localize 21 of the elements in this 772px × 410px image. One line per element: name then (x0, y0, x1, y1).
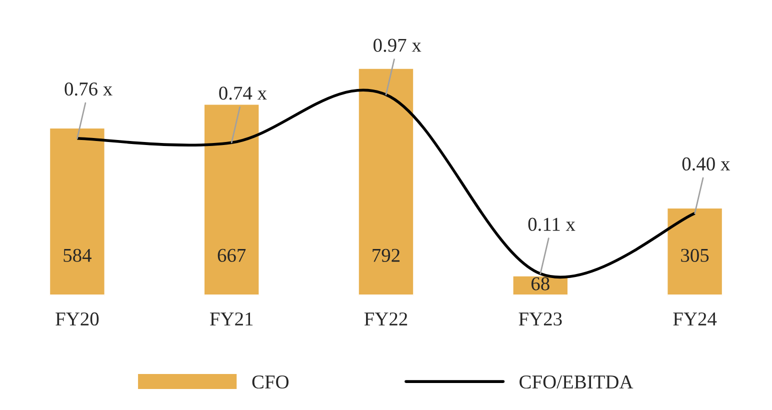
bar (358, 68, 414, 296)
bar (48, 127, 106, 296)
bar (666, 207, 724, 296)
data-label: 0.74 x (219, 86, 267, 100)
data-label: 0.40 x (682, 157, 730, 171)
data-label: 667 (218, 248, 246, 262)
x-tick-label: FY21 (210, 312, 253, 326)
x-tick-label: FY24 (673, 312, 717, 326)
data-label: 0.97 x (374, 38, 422, 52)
data-label: 792 (372, 248, 400, 262)
legend-label: CFO/EBITDA (520, 375, 634, 389)
data-label: 68 (532, 277, 550, 290)
data-label: 305 (681, 248, 709, 262)
bar (203, 103, 260, 296)
x-tick-label: FY23 (518, 312, 562, 326)
x-tick-label: FY20 (56, 312, 99, 326)
x-tick-label: FY22 (364, 312, 408, 326)
data-label: 0.11 x (528, 218, 576, 231)
data-label: 0.76 x (64, 82, 112, 96)
data-label: 584 (64, 248, 92, 262)
legend-label: CFO (252, 375, 289, 389)
